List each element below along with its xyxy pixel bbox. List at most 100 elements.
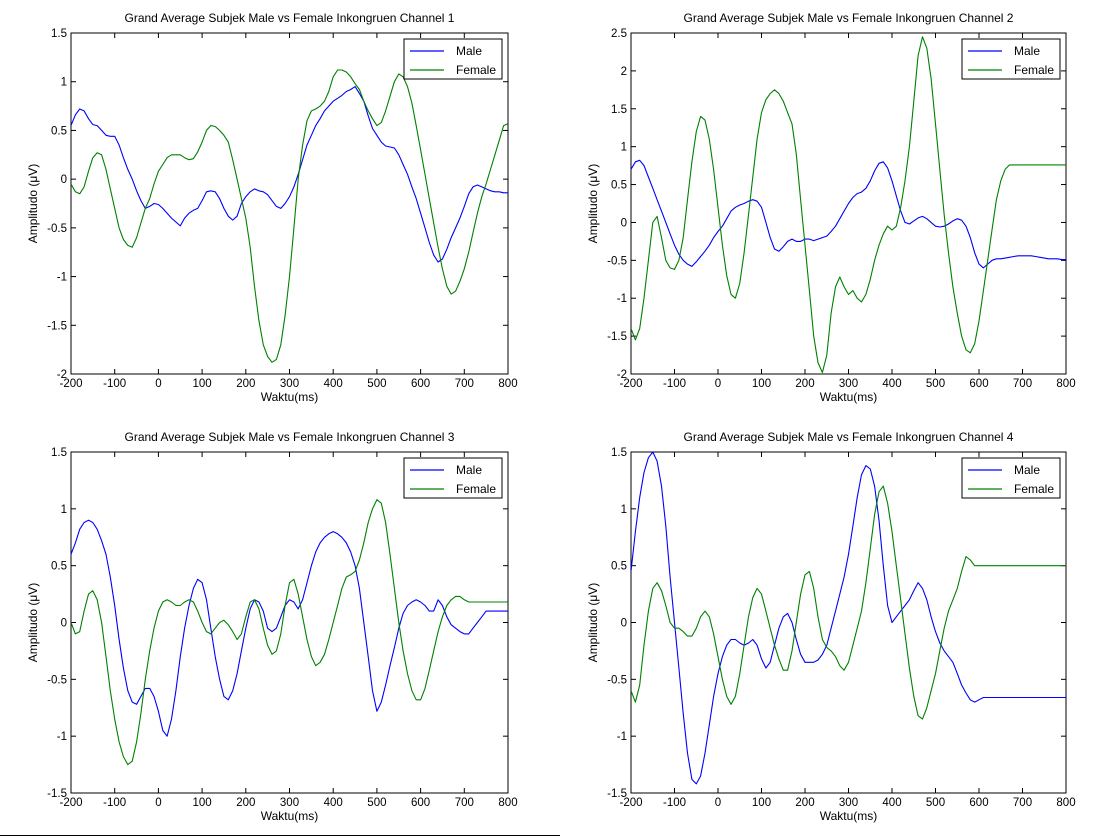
y-tick-label: 2.5	[611, 28, 627, 40]
y-tick-label: 0	[61, 618, 67, 630]
series-line-female	[631, 36, 1066, 374]
x-tick-label: 600	[969, 797, 988, 809]
series-line-male	[631, 159, 1066, 269]
y-tick-label: -1	[617, 731, 627, 743]
y-tick-label: -1.5	[607, 331, 627, 343]
x-tick-label: -200	[619, 378, 642, 390]
legend-box	[403, 457, 503, 499]
x-tick-label: 400	[882, 797, 901, 809]
y-tick-label: 1	[621, 142, 627, 154]
x-tick-label: 700	[455, 797, 474, 809]
x-tick-label: 0	[155, 797, 161, 809]
chart-3: -200 -100 0 100 200 300 400 500 600 700 800 -1.5 -1 -…	[26, 430, 518, 823]
x-tick-label: 500	[926, 378, 945, 390]
legend-label-female: Female	[456, 63, 496, 77]
x-tick-label: 400	[882, 378, 901, 390]
x-tick-label: 500	[367, 797, 386, 809]
legend-box	[961, 38, 1061, 80]
x-tick-label: -100	[103, 378, 126, 390]
x-tick-label: -200	[59, 378, 82, 390]
legend-label-female: Female	[1014, 482, 1054, 496]
x-axis-label: Waktu(ms)	[820, 390, 878, 404]
y-tick-label: -2	[617, 369, 627, 381]
y-tick-label: 1.5	[51, 28, 67, 40]
plot-frame	[70, 451, 509, 794]
x-tick-label: -100	[663, 378, 686, 390]
y-tick-label: -1.5	[47, 320, 67, 332]
y-tick-label: 0.5	[51, 561, 67, 573]
x-axis-label: Waktu(ms)	[820, 809, 878, 823]
legend-box	[403, 38, 503, 80]
x-tick-label: 300	[280, 797, 299, 809]
y-tick-label: 0.5	[611, 180, 627, 192]
x-tick-label: 100	[752, 797, 771, 809]
x-tick-label: 300	[839, 797, 858, 809]
legend-label-male: Male	[456, 44, 482, 58]
x-tick-label: 700	[455, 378, 474, 390]
y-tick-label: 0	[61, 174, 67, 186]
y-tick-label: 0.5	[611, 561, 627, 573]
y-tick-label: 1.5	[611, 447, 627, 459]
y-tick-label: 1	[61, 77, 67, 89]
x-tick-label: -200	[59, 797, 82, 809]
legend: Male Female	[961, 38, 1061, 80]
y-tick-label: 0	[621, 217, 627, 229]
chart-4: -200 -100 0 100 200 300 400 500 600 700 800 -1.5 -1 -…	[586, 430, 1076, 823]
y-tick-label: 0	[621, 618, 627, 630]
x-tick-label: 0	[715, 797, 721, 809]
y-tick-label: 1	[621, 504, 627, 516]
x-tick-label: 200	[236, 378, 255, 390]
legend-label-male: Male	[1014, 44, 1040, 58]
series-line-female	[71, 499, 508, 766]
legend-box	[961, 457, 1061, 499]
y-axis-label: Amplitudo (μV)	[26, 164, 40, 244]
x-tick-label: 200	[795, 797, 814, 809]
y-tick-label: -0.5	[607, 255, 627, 267]
y-tick-label: 0.5	[51, 125, 67, 137]
x-axis-label: Waktu(ms)	[261, 809, 319, 823]
y-axis-label: Amplitudo (μV)	[586, 583, 600, 663]
x-tick-label: 100	[752, 378, 771, 390]
x-tick-label: 800	[498, 797, 517, 809]
x-tick-label: 100	[193, 378, 212, 390]
y-tick-label: -1	[57, 731, 67, 743]
x-tick-label: 0	[715, 378, 721, 390]
y-tick-label: 1	[61, 504, 67, 516]
x-tick-label: -100	[103, 797, 126, 809]
x-tick-label: 200	[236, 797, 255, 809]
x-tick-label: 200	[795, 378, 814, 390]
y-tick-label: 1.5	[51, 447, 67, 459]
chart-title: Grand Average Subjek Male vs Female Inko…	[684, 11, 1014, 25]
series-line-female	[71, 69, 508, 363]
x-tick-label: -100	[663, 797, 686, 809]
chart-1: -200 -100 0 100 200 300 400 500 600 700 800 -2 -1.5 -…	[26, 11, 518, 404]
y-tick-label: -0.5	[47, 223, 67, 235]
x-tick-label: 500	[926, 797, 945, 809]
x-tick-label: 600	[969, 378, 988, 390]
x-tick-label: -200	[619, 797, 642, 809]
y-tick-label: -2	[57, 369, 67, 381]
x-tick-label: 700	[1013, 378, 1032, 390]
chart-title: Grand Average Subjek Male vs Female Inko…	[125, 430, 455, 444]
series-line-female	[631, 485, 1066, 720]
plot-frame	[70, 32, 509, 375]
x-tick-label: 100	[193, 797, 212, 809]
x-tick-label: 800	[498, 378, 517, 390]
chart-title: Grand Average Subjek Male vs Female Inko…	[125, 11, 455, 25]
x-tick-label: 800	[1056, 797, 1075, 809]
x-tick-label: 300	[280, 378, 299, 390]
chart-title: Grand Average Subjek Male vs Female Inko…	[684, 430, 1014, 444]
legend: Male Female	[961, 457, 1061, 499]
y-tick-label: 1.5	[611, 104, 627, 116]
x-axis-label: Waktu(ms)	[261, 390, 319, 404]
y-tick-label: -1	[617, 293, 627, 305]
legend: Male Female	[403, 38, 503, 80]
page-baseline-rule	[0, 835, 560, 836]
legend-label-male: Male	[456, 463, 482, 477]
y-tick-label: -0.5	[47, 674, 67, 686]
series-line-male	[631, 452, 1066, 785]
y-axis-label: Amplitudo (μV)	[26, 583, 40, 663]
x-tick-label: 400	[324, 378, 343, 390]
x-tick-label: 400	[324, 797, 343, 809]
